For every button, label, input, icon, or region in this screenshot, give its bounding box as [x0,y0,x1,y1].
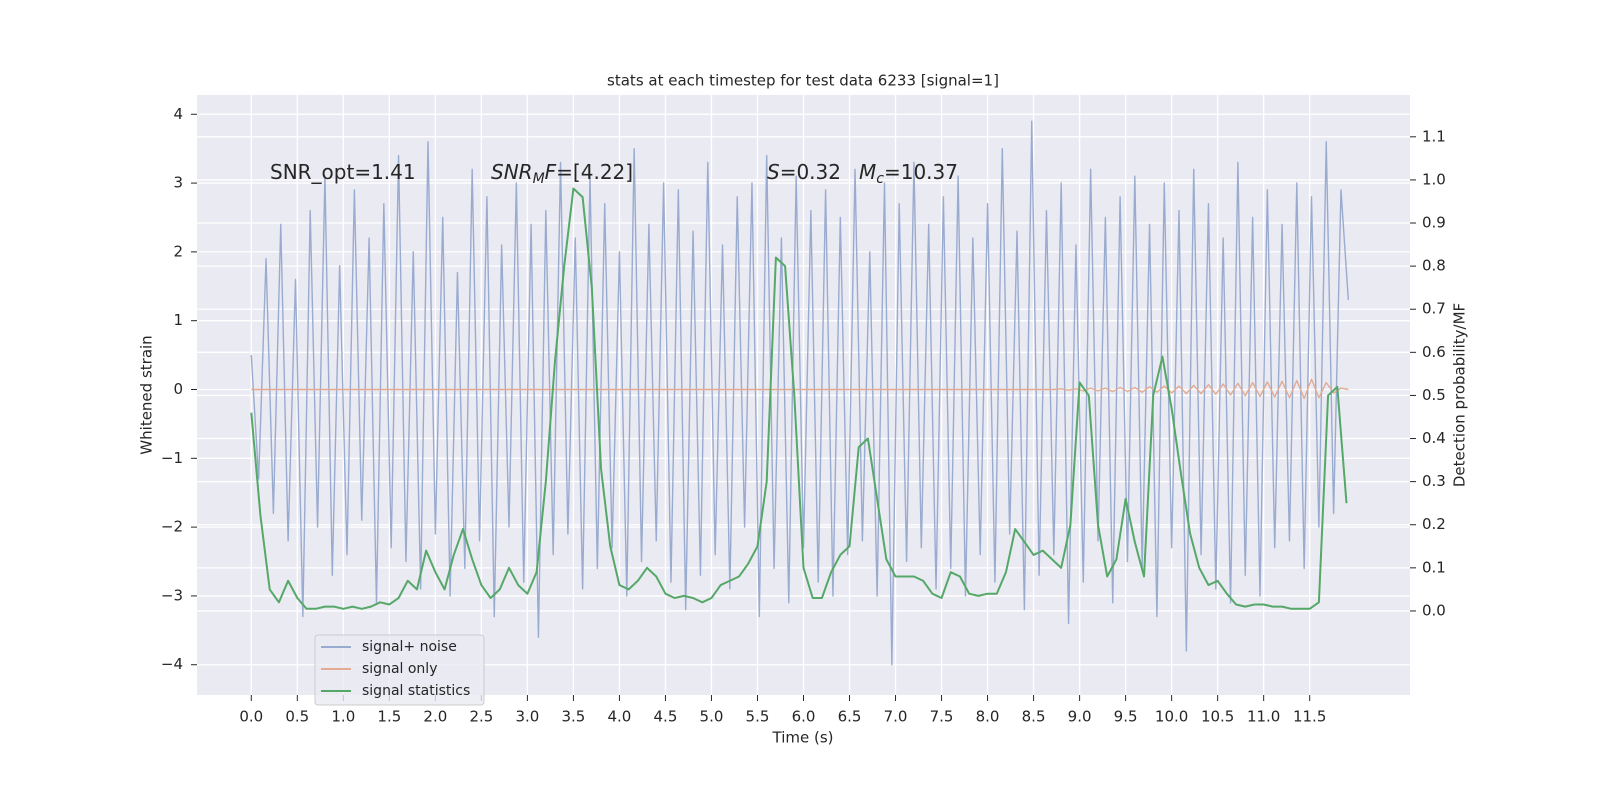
legend-label: signal+ noise [362,639,457,655]
grid [191,95,1416,701]
y-tick-label: 2 [173,242,183,260]
series-layer [250,120,1350,666]
overlay: 0.0 0.5 1.0 1.5 2.0 2.5 3.0 3.5 4.0 4.5 5.0 5.5 6.0 6… [161,105,1446,726]
legend-box [314,634,485,706]
y2-tick-label: 0.8 [1422,257,1446,275]
y-tick-label: −4 [161,655,183,673]
legend-label: signal only [362,661,437,677]
annotation: SNR_opt=1.41 [270,160,416,184]
y2-tick-label: 0.2 [1422,515,1446,533]
annotation-part: SNR_opt=1.41 [270,160,416,184]
x-tick-label: 11.5 [1293,708,1326,726]
y2-tick-label: 0.5 [1422,386,1446,404]
y2-tick-label: 1.0 [1422,170,1446,188]
legend: signal+ noise signal only signal statistic… [314,634,485,706]
x-tick-label: 3.5 [561,708,585,726]
y-tick-label: −3 [161,586,183,604]
annotation-part: SNR [491,160,533,184]
annotation: SNRMF=[4.22] [491,160,633,188]
y-tick-label: −2 [161,518,183,536]
y-tick-label: 3 [173,174,183,192]
y2-tick-label: 0.6 [1422,343,1446,361]
x-tick-label: 5.5 [746,708,770,726]
y-tick-label: 1 [173,311,183,329]
annotation-part: c [876,171,884,187]
x-tick-label: 2.5 [469,708,493,726]
x-tick-label: 0.0 [239,708,263,726]
y2-tick-label: 0.9 [1422,214,1446,232]
x-tick-label: 8.0 [976,708,1000,726]
x-tick-label: 1.5 [377,708,401,726]
x-tick-label: 6.0 [792,708,816,726]
x-tick-label: 9.5 [1114,708,1138,726]
x-tick-label: 0.5 [285,708,309,726]
y2-tick-label: 0.1 [1422,558,1446,576]
y2-axis-label: Detection probability/MF [1451,303,1469,487]
y-tick-label: −1 [161,449,183,467]
x-tick-label: 7.0 [884,708,908,726]
x-axis-label: Time (s) [772,729,834,747]
x-tick-label: 6.5 [838,708,862,726]
x-tick-label: 1.0 [331,708,355,726]
y2-tick-label: 0.3 [1422,472,1446,490]
annotation-part: S [767,160,780,184]
x-tick-label: 8.5 [1022,708,1046,726]
annotation: S=0.32 [767,160,841,184]
y-axis-label: Whitened strain [138,335,156,454]
x-tick-label: 10.5 [1201,708,1234,726]
annotation-part: =[4.22] [556,160,633,184]
annotation-part: =0.32 [780,160,841,184]
series-line [250,120,1350,666]
x-tick-label: 9.0 [1068,708,1092,726]
y-tick-label: 4 [173,105,183,123]
x-tick-label: 4.5 [654,708,678,726]
y-tick-label: 0 [173,380,183,398]
y2-tick-label: 0.7 [1422,300,1446,318]
series-line [250,187,1348,610]
annotation: Mc=10.37 [859,160,958,188]
x-tick-label: 10.0 [1155,708,1188,726]
chart-title: stats at each timestep for test data 623… [607,72,999,90]
y2-tick-label: 0.0 [1422,601,1446,619]
x-tick-label: 7.5 [930,708,954,726]
y2-tick-label: 0.4 [1422,429,1446,447]
annotation-part: M [533,171,545,187]
legend-label: signal statistics [362,683,470,699]
series-line [251,378,1349,400]
annotation-part: M [859,160,876,184]
x-tick-label: 11.0 [1247,708,1280,726]
annotation-part: =10.37 [884,160,958,184]
y2-tick-label: 1.1 [1422,127,1446,145]
x-tick-label: 2.0 [423,708,447,726]
x-tick-label: 4.0 [608,708,632,726]
x-tick-label: 3.0 [515,708,539,726]
x-tick-label: 5.0 [700,708,724,726]
annotation-part: F [545,160,557,184]
